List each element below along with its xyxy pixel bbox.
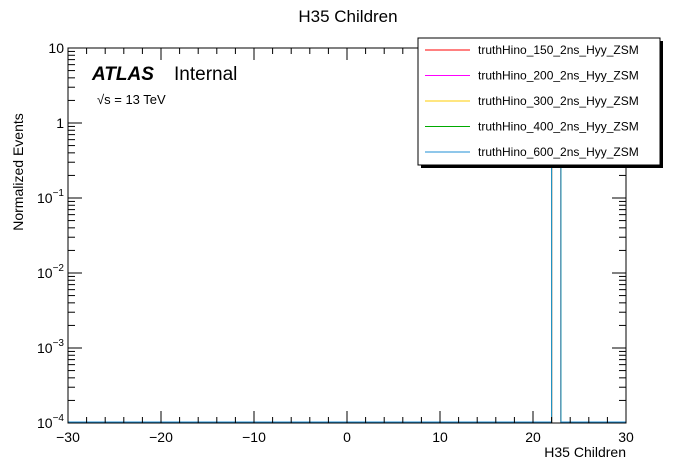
atlas-label: ATLAS [91, 64, 154, 85]
y-tick-label: 10−4 [37, 413, 64, 431]
x-tick-label: 0 [343, 429, 351, 445]
x-tick-label: 30 [618, 429, 634, 445]
y-tick-label: 10 [48, 40, 64, 56]
legend-label: truthHino_600_2ns_Hyy_ZSM [478, 145, 639, 159]
x-tick-label: −10 [242, 429, 266, 445]
x-tick-label: −20 [149, 429, 173, 445]
legend: truthHino_150_2ns_Hyy_ZSM truthHino_200_2… [417, 37, 663, 168]
y-axis-label: Normalized Events [10, 113, 26, 231]
y-tick-label: 10−3 [37, 338, 64, 356]
x-tick-label: 10 [432, 429, 448, 445]
y-tick-label: 1 [56, 115, 64, 131]
internal-label: Internal [174, 64, 237, 85]
chart-title: H35 Children [298, 7, 397, 26]
legend-label: truthHino_400_2ns_Hyy_ZSM [478, 120, 639, 134]
legend-label: truthHino_300_2ns_Hyy_ZSM [478, 94, 639, 108]
x-axis: −30 −20 −10 0 10 20 30 [56, 48, 634, 445]
x-tick-label: −30 [56, 429, 80, 445]
x-axis-label: H35 Children [544, 444, 626, 460]
x-tick-label: 20 [525, 429, 541, 445]
y-tick-label: 10−1 [37, 188, 64, 206]
y-tick-label: 10−2 [37, 263, 64, 281]
energy-label: √s = 13 TeV [97, 92, 166, 107]
legend-entries: truthHino_150_2ns_Hyy_ZSM truthHino_200_2… [425, 43, 639, 159]
legend-label: truthHino_150_2ns_Hyy_ZSM [478, 43, 639, 57]
legend-label: truthHino_200_2ns_Hyy_ZSM [478, 69, 639, 83]
